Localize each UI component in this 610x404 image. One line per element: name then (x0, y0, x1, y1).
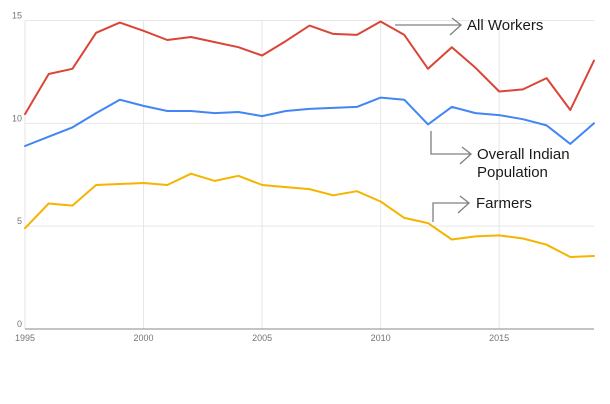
y-tick-label: 10 (12, 113, 22, 123)
annotation-arrowhead-icon (459, 146, 473, 165)
annotation-arrowhead-icon (449, 17, 463, 36)
annotation-label-overall-indian: Overall Indian (477, 146, 570, 163)
series-line-all-workers (24, 20, 595, 116)
annotation-label-population: Population (477, 164, 548, 181)
y-tick-label: 0 (17, 319, 22, 329)
series-line-overall-indian-population (24, 96, 595, 147)
x-tick-label: 2005 (252, 333, 272, 343)
annotation-label-farmers: Farmers (476, 195, 532, 212)
annotation-label-all-workers: All Workers (467, 17, 543, 34)
x-tick-label: 2010 (371, 333, 391, 343)
annotation-leader-line-overall-indian-population (430, 131, 471, 155)
x-tick-label: 2000 (134, 333, 154, 343)
y-tick-label: 15 (12, 11, 22, 21)
annotation-leader-line-farmers (432, 202, 469, 222)
y-tick-label: 5 (17, 216, 22, 226)
annotation-arrowhead-icon (457, 195, 471, 214)
x-tick-label: 2015 (489, 333, 509, 343)
x-tick-label: 1995 (15, 333, 35, 343)
series-line-farmers (24, 172, 595, 258)
